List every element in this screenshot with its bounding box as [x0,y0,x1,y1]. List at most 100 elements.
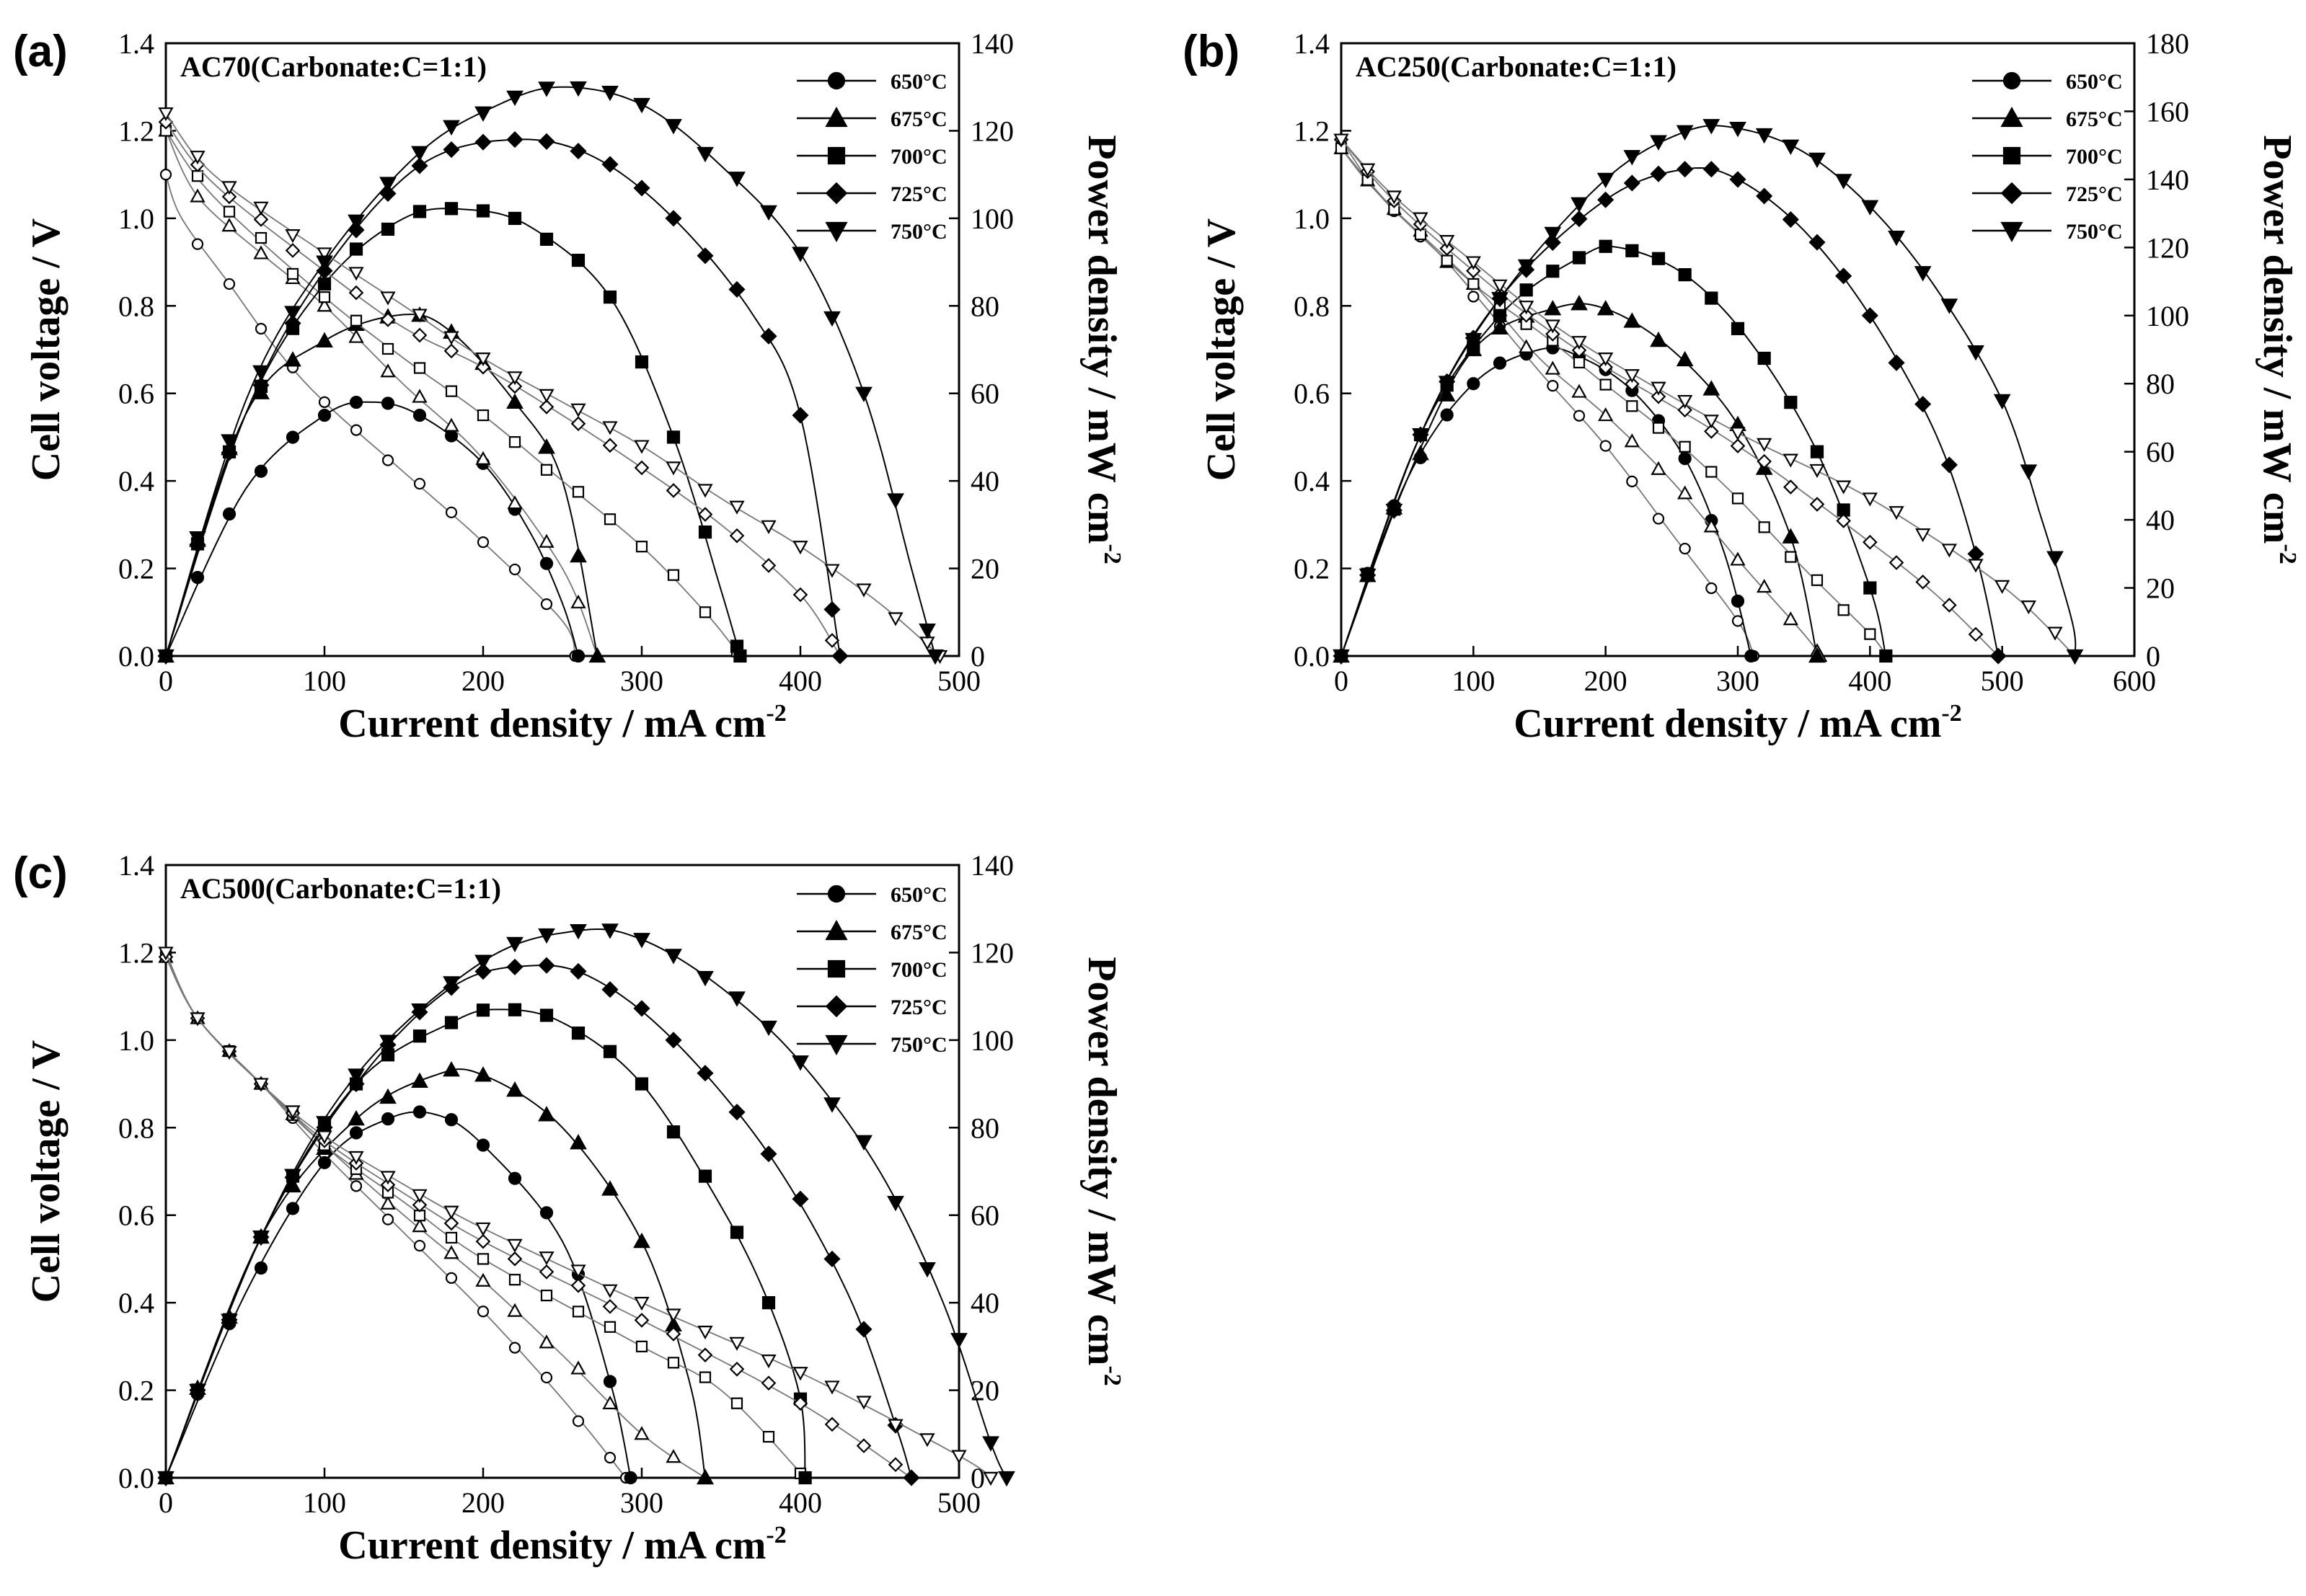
chart-panel-1: (a)0 100 200 300 400 5000.00.20.40.60.81.01.2… [13,27,1126,746]
voltage-marker [1386,190,1402,205]
voltage-marker [604,513,617,526]
voltage-marker [604,1321,617,1333]
voltage-marker [666,461,681,476]
power-marker [697,247,714,265]
power-marker [506,1081,524,1097]
power-marker [633,1000,650,1017]
power-marker [570,81,587,97]
voltage-marker [1730,551,1746,566]
series-4 [1333,132,2007,665]
power-marker [601,923,619,939]
legend-label: 675°C [891,107,947,131]
voltage-marker [1571,336,1587,350]
voltage-marker [729,1336,745,1351]
voltage-line [165,957,806,1478]
y-right-tick-label: 20 [971,553,999,585]
voltage-marker [285,243,301,258]
voltage-marker [1360,163,1376,177]
voltage-marker [1679,440,1691,453]
y-right-axis-title: Power density / mW cm-2 [2255,135,2301,564]
power-marker [601,86,619,102]
power-marker [474,133,492,151]
power-marker [665,119,682,135]
voltage-marker [1705,466,1718,478]
voltage-marker [666,1308,681,1323]
power-marker [728,280,746,298]
series-3 [159,951,812,1485]
voltage-marker [380,1171,396,1185]
power-marker [538,133,555,150]
voltage-marker [1598,407,1614,422]
legend-label: 725°C [2066,182,2123,206]
voltage-marker [413,362,426,374]
voltage-marker [445,385,458,397]
voltage-marker [286,267,299,280]
voltage-marker [1677,485,1693,500]
power-marker [635,1077,649,1091]
power-marker [982,1436,999,1452]
voltage-marker [285,1105,301,1120]
voltage-marker [1730,427,1746,441]
voltage-marker [348,285,364,301]
legend-label: 650°C [891,70,947,94]
voltage-marker [983,1471,999,1486]
voltage-marker [951,1450,967,1464]
voltage-marker [1809,464,1825,478]
voltage-marker [729,528,745,544]
power-marker [1467,377,1480,391]
voltage-marker [1888,506,1904,520]
power-marker [1914,266,1932,282]
voltage-marker [1545,327,1560,342]
y-left-tick-label: 1.4 [118,849,154,882]
power-line [1340,167,2000,657]
power-marker [728,172,746,187]
power-marker [1731,594,1745,608]
y-left-tick-label: 1.2 [118,115,154,147]
voltage-marker [1467,291,1480,303]
power-marker [1599,239,1612,253]
voltage-marker [856,583,872,598]
voltage-marker [381,1213,394,1225]
power-marker [349,242,363,256]
voltage-marker [666,1449,681,1463]
voltage-line [165,130,598,657]
voltage-marker [667,569,680,581]
power-marker [286,1202,300,1215]
legend-label: 750°C [891,1033,947,1057]
power-marker [1888,230,1905,247]
x-tick-label: 200 [461,1486,505,1519]
y-right-tick-label: 20 [2146,572,2175,605]
power-marker [221,1313,238,1329]
legend-marker [825,919,848,941]
voltage-marker [762,1430,775,1443]
voltage-marker [570,1264,586,1279]
voltage-marker [1836,513,1851,528]
power-marker [1967,545,1984,562]
voltage-marker [1519,339,1534,353]
voltage-marker [413,477,426,490]
power-marker [379,1088,397,1104]
voltage-marker [1677,402,1692,418]
power-marker [1650,331,1667,347]
x-tick-label: 200 [461,665,505,697]
power-marker [792,247,809,262]
power-marker [1359,568,1377,585]
voltage-marker [1703,414,1719,429]
power-marker [1333,649,1350,665]
x-tick-label: 100 [303,665,346,697]
y-right-tick-label: 40 [2146,504,2175,536]
power-marker [1989,647,2007,665]
voltage-marker [443,331,459,345]
power-marker [316,332,333,347]
power-marker [506,90,524,107]
power-marker [538,928,555,944]
legend-label: 700°C [891,958,947,982]
voltage-marker [761,558,777,573]
voltage-marker [1782,611,1798,626]
y-left-tick-label: 1.0 [118,1024,154,1057]
power-marker [823,311,841,327]
legend-marker [827,146,846,165]
voltage-marker [1333,133,1349,148]
voltage-marker [570,416,586,432]
power-marker [887,493,904,509]
